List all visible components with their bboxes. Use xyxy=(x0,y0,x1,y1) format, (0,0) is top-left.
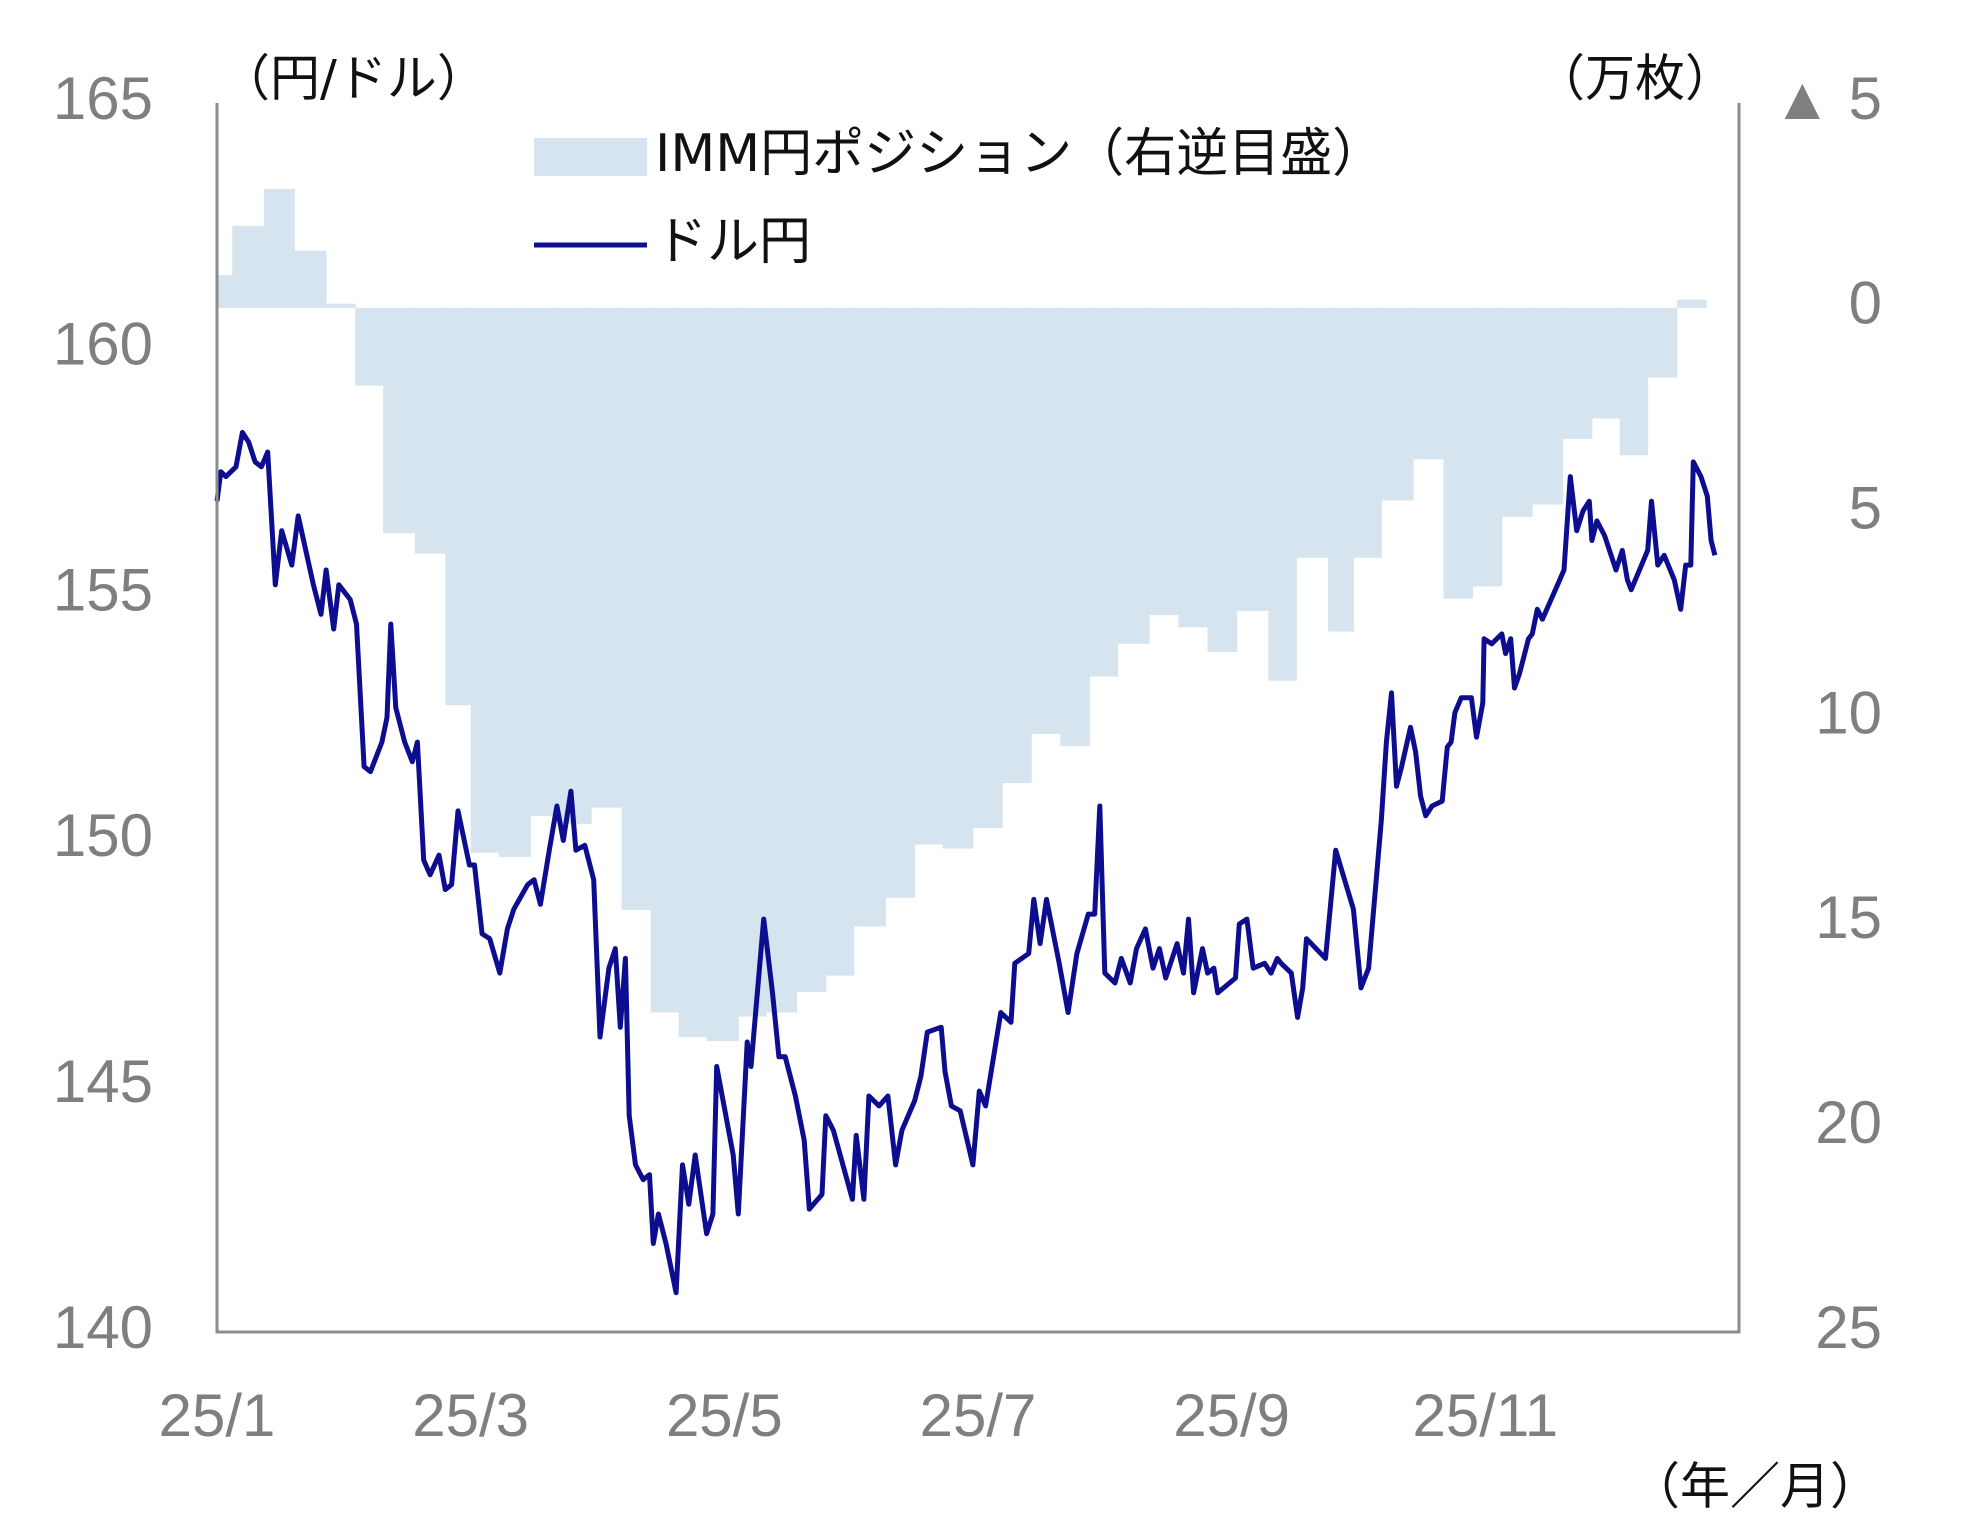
area-step xyxy=(470,307,500,853)
area-step xyxy=(326,303,356,308)
area-step xyxy=(1060,307,1091,747)
legend-swatch xyxy=(534,138,647,176)
y2-tick-label: 10 xyxy=(1815,679,1882,746)
area-step xyxy=(1296,307,1329,558)
y2-tick-label: 20 xyxy=(1815,1089,1882,1156)
area-step xyxy=(1472,307,1503,587)
area-step xyxy=(942,307,974,849)
area-step xyxy=(559,307,592,825)
y2-axis-label: （万枚） xyxy=(1535,50,1735,108)
area-step xyxy=(414,307,446,554)
area-step xyxy=(1562,307,1593,439)
axis-frame xyxy=(215,103,1741,1334)
x-tick-label: 25/1 xyxy=(159,1382,276,1449)
area-step xyxy=(972,307,1003,829)
area-step xyxy=(1381,307,1414,501)
legend-label: IMM円ポジション（右逆目盛） xyxy=(655,124,1384,184)
area-step xyxy=(498,307,531,857)
y-tick-label: 140 xyxy=(53,1294,153,1361)
area-step xyxy=(1647,307,1678,378)
area-step xyxy=(1117,307,1150,644)
area-step xyxy=(217,275,233,308)
area-step xyxy=(1178,307,1209,628)
area-step xyxy=(914,307,943,845)
y-tick-label: 150 xyxy=(53,802,153,869)
area-step xyxy=(706,307,739,1042)
area-step xyxy=(294,250,327,308)
y2-tick-label: 25 xyxy=(1815,1294,1882,1361)
y2-tick-label: ▲ 5 xyxy=(1773,65,1882,132)
area-step xyxy=(825,307,855,976)
y-axis-label: （円/ドル） xyxy=(220,50,487,108)
area-step xyxy=(1619,307,1649,456)
area-step xyxy=(1591,307,1621,419)
x-tick-label: 25/9 xyxy=(1173,1382,1290,1449)
y2-tick-label: 5 xyxy=(1849,475,1882,542)
area-step xyxy=(1207,307,1238,652)
area-step xyxy=(650,307,680,1013)
area-step xyxy=(853,307,886,927)
x-tick-label: 25/7 xyxy=(920,1382,1037,1449)
x-tick-label: 25/11 xyxy=(1412,1382,1558,1449)
area-step xyxy=(1149,307,1179,616)
y2-tick-label: 0 xyxy=(1849,270,1882,337)
area-step xyxy=(1236,307,1269,611)
area-step xyxy=(232,225,265,308)
area-step xyxy=(445,307,472,706)
area-step xyxy=(1089,307,1119,677)
area-step xyxy=(1002,307,1032,784)
y-tick-label: 160 xyxy=(53,311,153,378)
y-tick-label: 165 xyxy=(53,65,153,132)
area-step xyxy=(1676,299,1707,308)
y-tick-label: 155 xyxy=(53,556,153,623)
area-step xyxy=(355,307,384,386)
area-step xyxy=(678,307,708,1038)
y-tick-label: 145 xyxy=(53,1048,153,1115)
area-step xyxy=(1268,307,1297,681)
area-step xyxy=(1443,307,1474,599)
area-step xyxy=(1031,307,1061,734)
x-tick-label: 25/3 xyxy=(412,1382,529,1449)
area-step xyxy=(1501,307,1533,517)
area-step xyxy=(766,307,798,1013)
area-step xyxy=(1413,307,1444,460)
x-axis-label: （年／月） xyxy=(1630,1458,1880,1516)
area-step xyxy=(885,307,916,898)
area-step xyxy=(738,307,767,1017)
area-step xyxy=(621,307,652,911)
area-step xyxy=(1353,307,1382,558)
area-step xyxy=(263,189,295,308)
x-tick-label: 25/5 xyxy=(666,1382,783,1449)
legend-label: ドル円 xyxy=(655,212,811,272)
area-step xyxy=(1532,307,1564,505)
area-step xyxy=(591,307,623,808)
area-step xyxy=(1328,307,1354,632)
y2-tick-label: 15 xyxy=(1815,884,1882,951)
price-line xyxy=(214,429,1718,1296)
plot-area xyxy=(214,189,1718,1296)
area-step xyxy=(796,307,827,992)
area-step xyxy=(383,307,416,534)
area-step xyxy=(530,307,560,816)
